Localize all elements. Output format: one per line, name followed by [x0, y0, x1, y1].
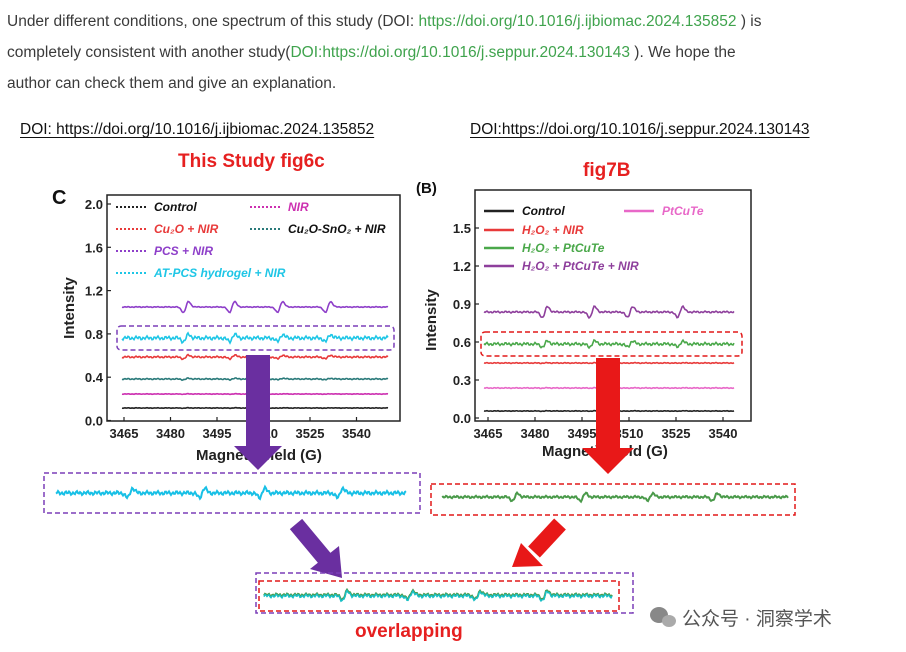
y-tick-label: 0.3: [453, 373, 471, 388]
x-tick-label: 3495: [568, 426, 597, 441]
right-diagonal-arrow: [512, 518, 566, 567]
paragraph-text: Under different conditions, one spectrum…: [7, 13, 419, 30]
right-extract-box: [430, 483, 796, 516]
paragraph-text: completely consistent with another study…: [7, 44, 291, 61]
legend-entry: Control: [522, 204, 565, 218]
y-tick-label: 0.4: [85, 370, 104, 385]
x-tick-label: 3525: [662, 426, 691, 441]
overlap-inner-box: [258, 580, 620, 612]
series-h2o2-ptcute: [483, 338, 735, 350]
left-yticks: 2.0 1.6 1.2 0.8 0.4 0.0: [85, 197, 111, 429]
paragraph-text: author can check them and give an explan…: [7, 75, 337, 92]
legend-entry: Cu₂O-SnO₂ + NIR: [288, 222, 386, 236]
wechat-icon: [650, 607, 676, 627]
left-diagonal-arrow: [289, 518, 342, 578]
x-tick-label: 3510: [615, 426, 644, 441]
legend-entry: AT-PCS hydrogel + NIR: [153, 266, 286, 280]
overlap-cyan-trace: [263, 589, 613, 603]
y-tick-label: 1.6: [85, 240, 103, 255]
series-h2o2-ptcute-nir: [483, 304, 735, 320]
right-doi-heading: DOI:https://doi.org/10.1016/j.seppur.202…: [470, 121, 810, 138]
legend-entry: H₂O₂ + NIR: [522, 223, 584, 237]
right-extracted-spectrum: [441, 491, 789, 504]
legend-entry: PtCuTe: [662, 204, 704, 218]
extracted-green-trace: [441, 491, 789, 504]
y-tick-label: 1.5: [453, 221, 471, 236]
overlapping-spectra: [263, 587, 613, 603]
paragraph-text: ) is: [736, 13, 762, 30]
legend-entry: H₂O₂ + PtCuTe + NIR: [522, 259, 639, 273]
watermark-text: 公众号 · 洞察学术: [682, 609, 832, 630]
left-extract-box: [43, 472, 421, 514]
x-tick-label: 3465: [474, 426, 503, 441]
y-tick-label: 0.0: [453, 411, 471, 426]
right-legend: Control PtCuTe H₂O₂ + NIR H₂O₂ + PtCuTe H₂O₂…: [484, 204, 704, 273]
y-tick-label: 1.2: [453, 259, 471, 274]
description-paragraph: Under different conditions, one spectrum…: [7, 6, 897, 99]
x-tick-label: 3495: [203, 426, 232, 441]
left-down-arrow: [234, 355, 282, 470]
left-highlight-box: [116, 325, 395, 351]
x-tick-label: 3540: [342, 426, 371, 441]
y-tick-label: 2.0: [85, 197, 103, 212]
right-yticks: 1.5 1.2 0.9 0.6 0.3 0.0: [453, 221, 479, 426]
legend-entry: Cu₂O + NIR: [154, 222, 219, 236]
extracted-cyan-trace: [55, 484, 407, 501]
x-tick-label: 3540: [709, 426, 738, 441]
y-tick-label: 0.0: [85, 414, 103, 429]
y-tick-label: 1.2: [85, 284, 103, 299]
right-figure-title: fig7B: [583, 160, 631, 181]
right-highlight-box: [480, 331, 743, 357]
paragraph-text: ). We hope the: [629, 44, 736, 61]
overlap-outer-box: [255, 572, 634, 614]
series-pcs-nir: [121, 300, 389, 314]
left-ylabel: Intensity: [61, 277, 78, 339]
right-xticks: 3465 3480 3495 3510 3525 3540: [474, 417, 738, 441]
legend-entry: PCS + NIR: [154, 244, 213, 258]
x-tick-label: 3525: [296, 426, 325, 441]
left-doi-heading: DOI: https://doi.org/10.1016/j.ijbiomac.…: [20, 121, 375, 138]
right-down-arrow: [582, 358, 634, 474]
right-panel-letter: (B): [416, 180, 437, 197]
overlapping-label: overlapping: [355, 621, 463, 642]
legend-entry: Control: [154, 200, 197, 214]
legend-entry: NIR: [288, 200, 309, 214]
legend-entry: H₂O₂ + PtCuTe: [522, 241, 605, 255]
series-at-pcs-hydrogel-nir: [121, 331, 389, 345]
left-extracted-spectrum: [55, 484, 407, 501]
x-tick-label: 3480: [156, 426, 185, 441]
x-tick-label: 3480: [521, 426, 550, 441]
y-tick-label: 0.8: [85, 327, 103, 342]
left-chart: C 2.01.61.20.80.40.0 3465348034953510352…: [52, 187, 401, 464]
left-figure-title: This Study fig6c: [178, 151, 325, 172]
x-tick-label: 3465: [110, 426, 139, 441]
doi-link-seppur[interactable]: DOI:https://doi.org/10.1016/j.seppur.202…: [290, 44, 630, 61]
left-legend: Control NIR Cu₂O + NIR Cu₂O-SnO₂ + NIR PCS +…: [116, 200, 386, 280]
doi-link-ijbiomac[interactable]: https://doi.org/10.1016/j.ijbiomac.2024.…: [418, 13, 737, 30]
y-tick-label: 0.6: [453, 335, 471, 350]
right-chart: (B) 1.51.20.90.60.30.0 3465 3480 3495 3510 3…: [416, 180, 752, 460]
right-ylabel: Intensity: [423, 289, 440, 351]
left-panel-letter: C: [52, 187, 66, 209]
y-tick-label: 0.9: [453, 297, 471, 312]
